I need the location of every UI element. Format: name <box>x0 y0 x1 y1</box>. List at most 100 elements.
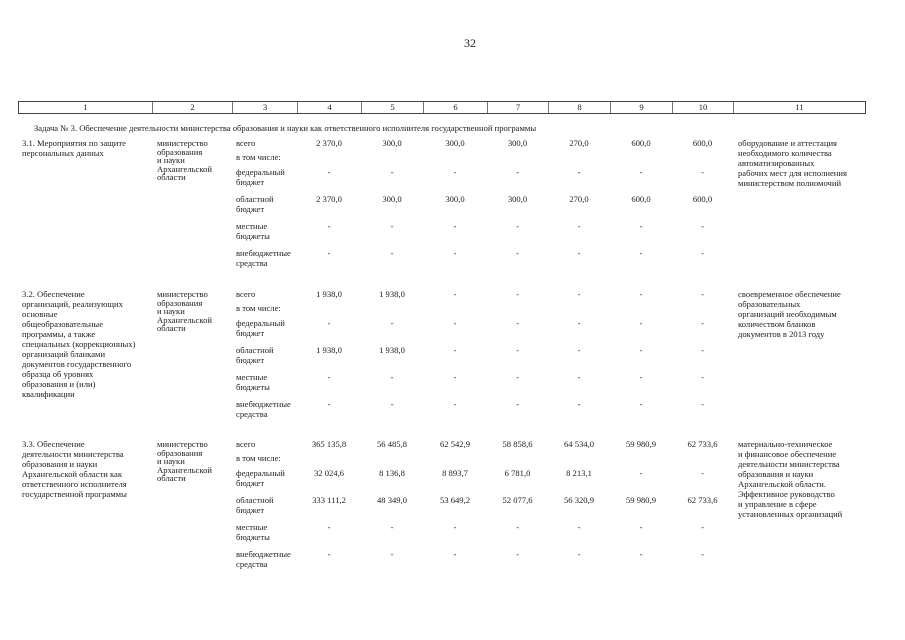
executor-line: Архангельской <box>157 314 212 325</box>
funding-source-label: в том числе: <box>236 152 281 162</box>
executor-line: Архангельской <box>157 464 212 475</box>
funding-source-label: местные <box>236 221 268 231</box>
value-cell: 300,0 <box>507 138 528 148</box>
executor-line: министерство <box>157 289 208 299</box>
value-cell: 59 980,9 <box>625 439 657 449</box>
funding-source-label: внебюджетные <box>236 549 291 559</box>
expected-result-line: деятельности министерства <box>738 459 840 469</box>
funding-source-label: внебюджетные <box>236 399 291 409</box>
value-cell: - <box>701 468 704 478</box>
funding-source-label: бюджеты <box>236 532 270 542</box>
expected-result-line: и финансовое обеспечение <box>738 449 837 459</box>
value-cell: - <box>516 399 519 409</box>
section-title-line: образования и (или) <box>22 379 96 389</box>
value-cell: - <box>516 167 519 177</box>
section-title-line: образца об уровнях <box>22 369 94 379</box>
value-cell: - <box>453 522 457 532</box>
value-cell: - <box>701 399 704 409</box>
value-cell: 300,0 <box>507 194 528 204</box>
value-cell: - <box>390 522 394 532</box>
value-cell: - <box>327 399 331 409</box>
value-cell: 300,0 <box>382 194 402 204</box>
value-cell: - <box>639 549 643 559</box>
value-cell: 270,0 <box>569 194 589 204</box>
value-cell: - <box>577 549 581 559</box>
value-cell: - <box>701 549 704 559</box>
funding-source-label: местные <box>236 522 268 532</box>
header-cell-7: 7 <box>488 102 549 113</box>
value-cell: - <box>516 345 519 355</box>
value-cell: - <box>327 549 331 559</box>
value-cell: - <box>327 248 331 258</box>
header-cell-6: 6 <box>424 102 488 113</box>
expected-result-line: министерством полномочий <box>738 178 842 188</box>
header-cell-2: 2 <box>153 102 233 113</box>
funding-source-label: бюджеты <box>236 231 270 241</box>
expected-result-line: количеством бланков <box>738 319 816 329</box>
value-cell: 600,0 <box>631 138 651 148</box>
value-cell: - <box>390 221 394 231</box>
funding-source-label: областной <box>236 345 274 355</box>
section-title-line: деятельности министерства <box>22 449 124 459</box>
value-cell: 64 534,0 <box>563 439 595 449</box>
header-cell-11: 11 <box>795 102 804 112</box>
funding-source-label: средства <box>236 409 268 419</box>
funding-source-label: бюджеты <box>236 382 270 392</box>
funding-source-label: всего <box>236 289 256 299</box>
value-cell: 62 733,6 <box>687 439 718 449</box>
value-cell: 8 893,7 <box>442 468 468 478</box>
funding-source-label: всего <box>236 138 256 148</box>
value-cell: - <box>639 167 643 177</box>
value-cell: 1 938,0 <box>379 289 405 299</box>
value-cell: - <box>327 167 331 177</box>
value-cell: - <box>577 399 581 409</box>
funding-source-label: бюджет <box>236 505 265 515</box>
value-cell: 600,0 <box>631 194 651 204</box>
task-title: Задача № 3. Обеспечение деятельности мин… <box>34 123 537 133</box>
value-cell: - <box>639 372 643 382</box>
value-cell: 300,0 <box>445 194 465 204</box>
section-title-line: 3.3. Обеспечение <box>22 439 85 449</box>
value-cell: - <box>701 522 704 532</box>
value-cell: - <box>453 318 457 328</box>
section-title-line: Архангельской области как <box>22 469 123 479</box>
funding-source-label: областной <box>236 194 274 204</box>
value-cell: - <box>453 221 457 231</box>
value-cell: - <box>390 399 394 409</box>
value-cell: 600,0 <box>692 138 713 148</box>
funding-source-label: федеральный <box>236 318 285 328</box>
expected-result-line: автоматизированных <box>738 158 815 168</box>
executor-line: министерство <box>157 439 208 449</box>
value-cell: - <box>577 345 581 355</box>
value-cell: - <box>577 289 581 299</box>
value-cell: - <box>639 248 643 258</box>
executor-line: и науки <box>157 306 185 317</box>
expected-result-line: установленных организаций <box>738 509 843 519</box>
value-cell: - <box>639 468 643 478</box>
value-cell: - <box>390 549 394 559</box>
value-cell: 270,0 <box>569 138 589 148</box>
value-cell: - <box>516 248 519 258</box>
value-cell: - <box>577 522 581 532</box>
value-cell: - <box>390 167 394 177</box>
expected-result-line: Эффективное руководство <box>738 489 835 499</box>
expected-result-line: документов в 2013 году <box>738 329 825 339</box>
value-cell: 62 542,9 <box>439 439 471 449</box>
value-cell: 2 370,0 <box>316 194 342 204</box>
value-cell: 32 024,6 <box>313 468 345 478</box>
section-title-line: 3.2. Обеспечение <box>22 289 85 299</box>
section-title-line: программы, а также <box>22 329 96 339</box>
header-cell-3: 3 <box>233 102 298 113</box>
section-title-line: специальных (коррекционных) <box>22 339 136 349</box>
value-cell: - <box>327 318 331 328</box>
value-cell: - <box>639 318 643 328</box>
section-title-line: организаций, реализующих <box>22 299 123 309</box>
section-title-line: документов государственного <box>22 359 132 369</box>
value-cell: - <box>639 522 643 532</box>
funding-source-label: всего <box>236 439 256 449</box>
executor-line: области <box>157 323 186 334</box>
funding-source-label: внебюджетные <box>236 248 291 258</box>
expected-result-line: оборудование и аттестация <box>738 138 838 148</box>
header-cell-9: 9 <box>611 102 673 113</box>
funding-source-label: бюджет <box>236 355 265 365</box>
